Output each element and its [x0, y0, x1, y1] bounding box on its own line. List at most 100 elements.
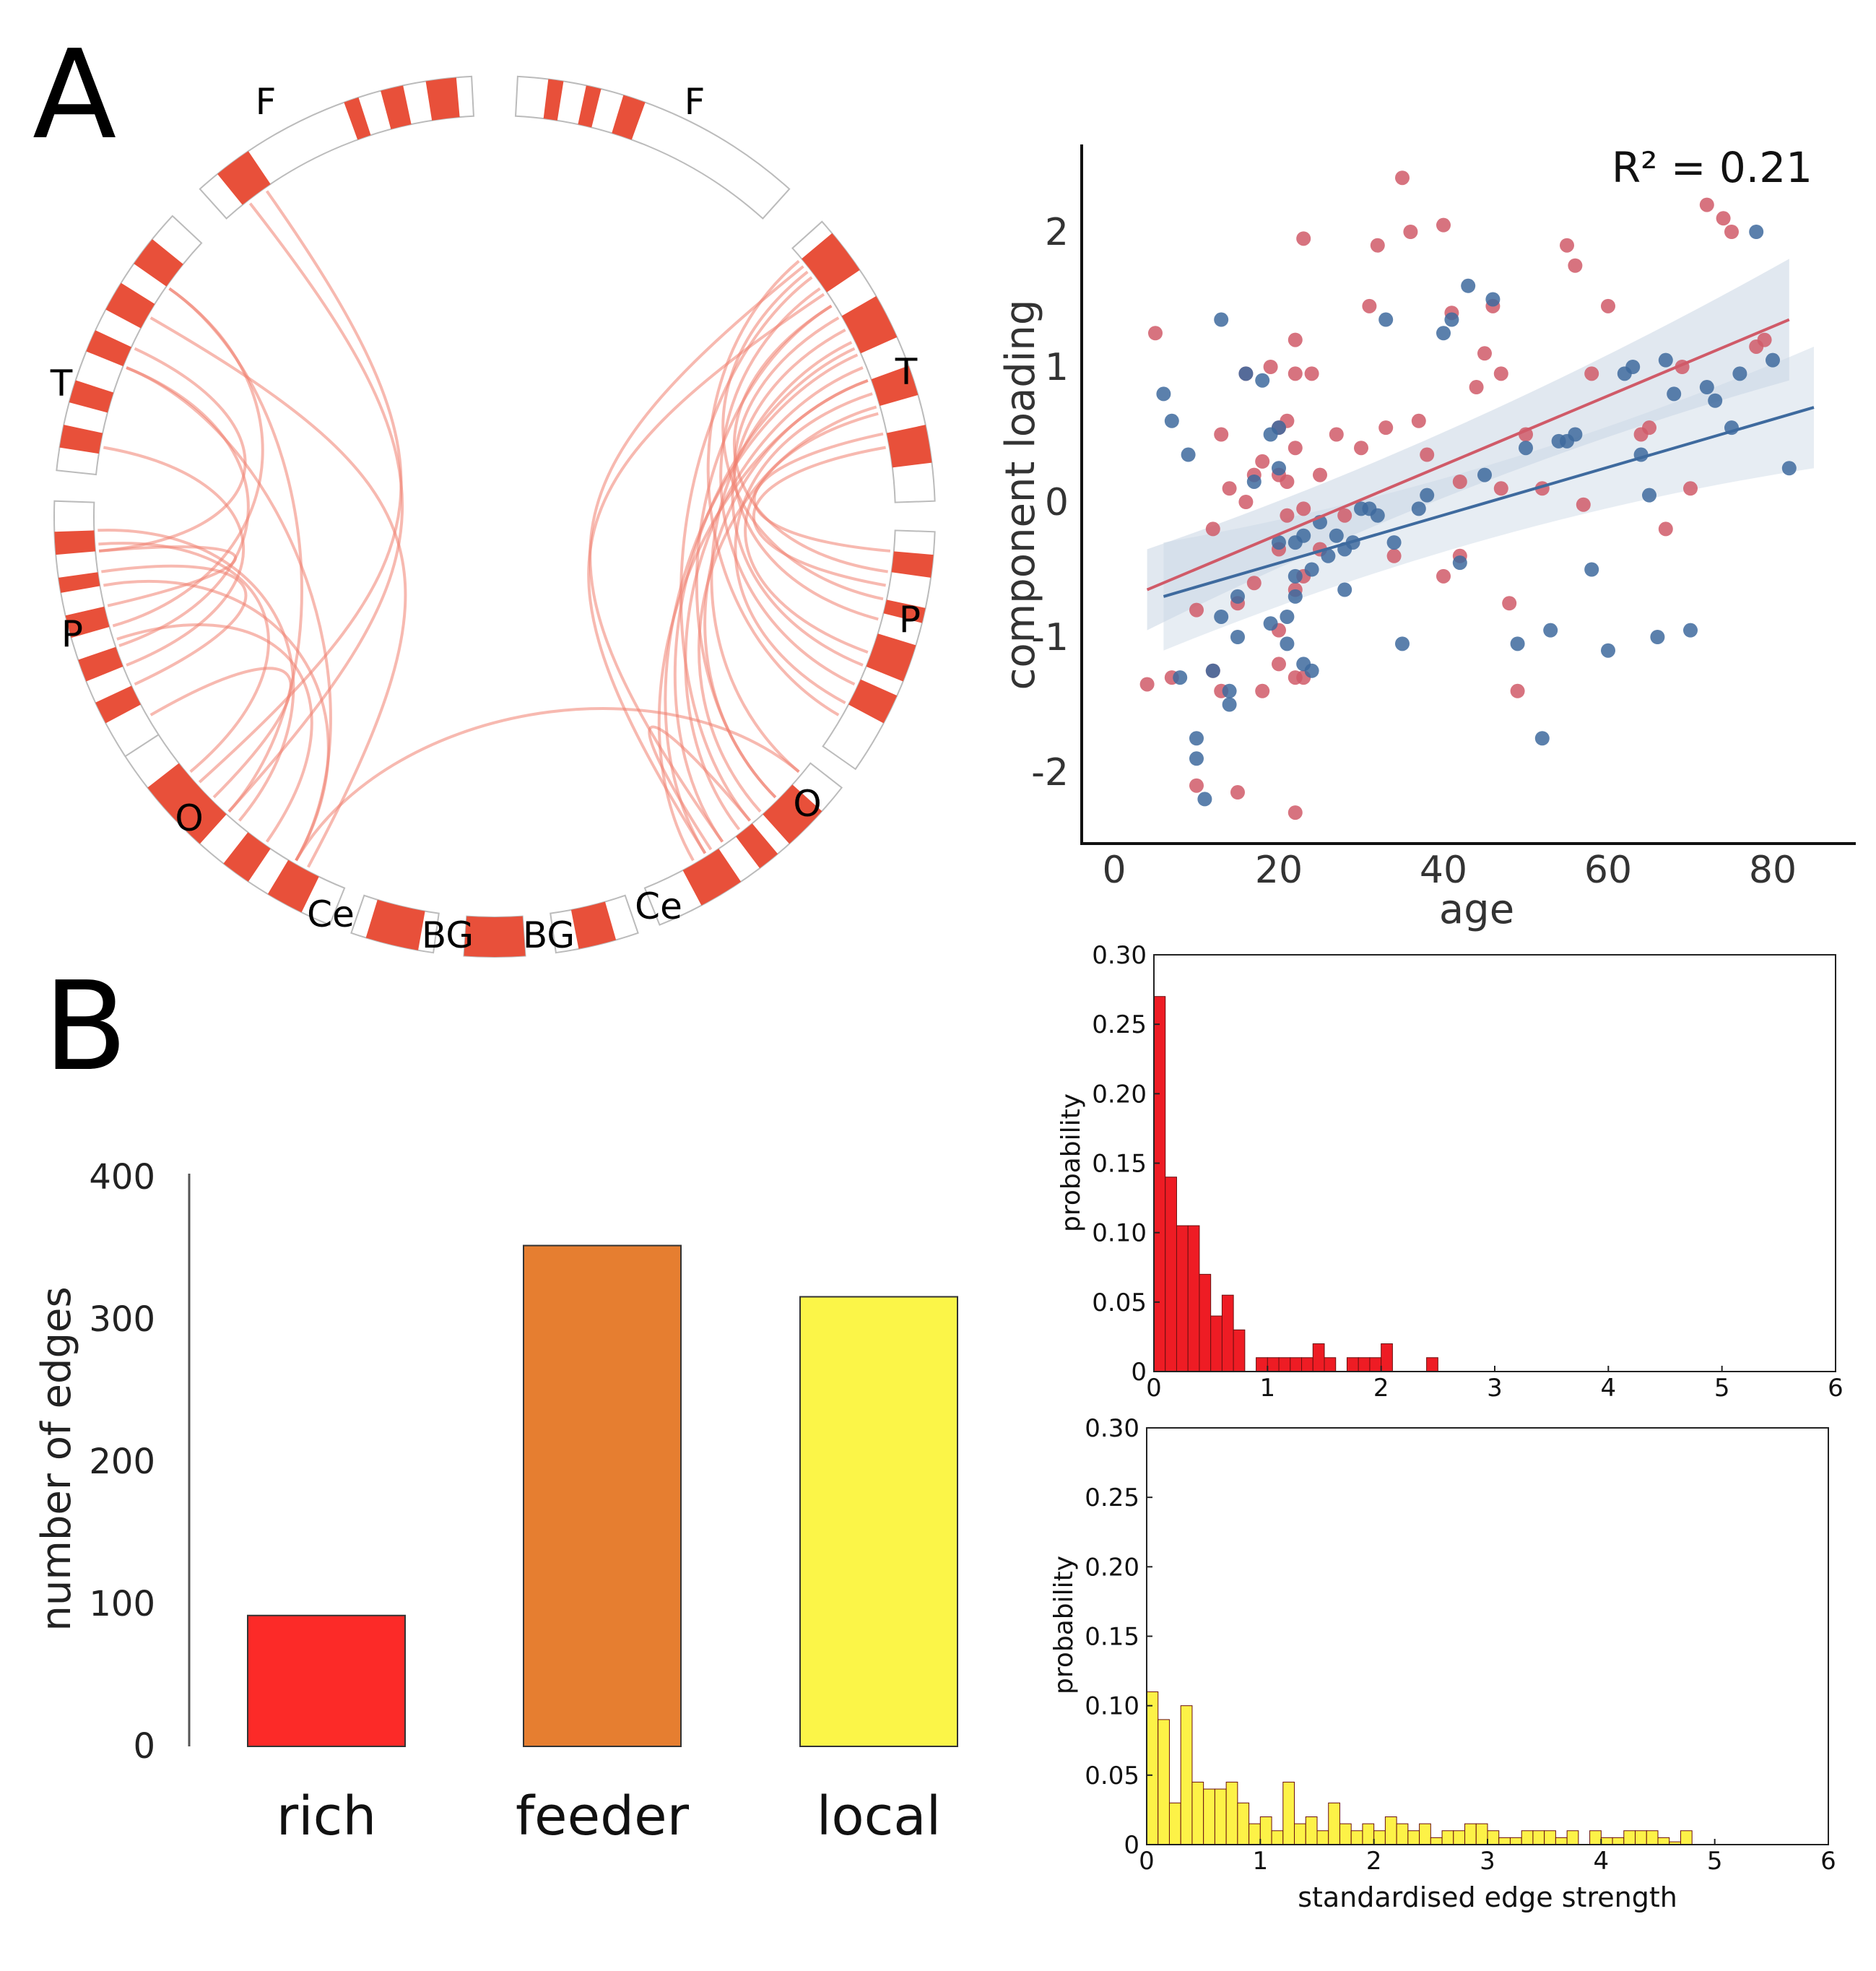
scatter-y-tick: -1: [1031, 616, 1069, 659]
label-left-cerebellum: Ce: [307, 893, 355, 935]
histogram-rich-bars: [1153, 996, 1438, 1372]
hist2-bar: [1555, 1837, 1568, 1845]
circos-link: [295, 707, 800, 862]
y-tick-label: 0.30: [1085, 1414, 1139, 1443]
blue-point: [1304, 562, 1319, 577]
hist2-bar: [1316, 1830, 1329, 1845]
circos-link: [657, 379, 869, 862]
blue-point: [1584, 562, 1599, 577]
scatter-x-label: age: [1439, 886, 1514, 933]
circos-link: [731, 329, 864, 667]
hist2-bar: [1407, 1830, 1420, 1845]
circos-band: [682, 849, 742, 906]
blue-point: [1519, 441, 1533, 456]
panel-label-a: A: [32, 24, 116, 167]
hist2-bar: [1680, 1830, 1693, 1845]
circos-link: [149, 667, 292, 799]
red-point: [1189, 602, 1204, 618]
blue-fit-line: [1163, 406, 1815, 598]
blue-point: [1321, 548, 1336, 563]
red-point: [1238, 495, 1254, 509]
hist2-bar: [1214, 1788, 1227, 1845]
blue-point: [1534, 731, 1550, 746]
hist2-bar: [1475, 1823, 1488, 1845]
confidence-band-blue: [1163, 346, 1814, 651]
red-point: [1296, 231, 1311, 246]
scatter-x-ticks: 0 20 40 60 80: [1102, 849, 1797, 892]
hist2-bar: [1203, 1788, 1215, 1845]
hist1-bar: [1210, 1315, 1223, 1372]
red-point: [1280, 474, 1295, 489]
blue-point: [1749, 225, 1764, 239]
red-point: [1370, 238, 1385, 253]
hist2-bar: [1249, 1823, 1261, 1845]
x-tick-label: 4: [1594, 1847, 1610, 1876]
hist2-bar: [1328, 1802, 1340, 1845]
x-tick-label: 5: [1714, 1374, 1730, 1403]
scatter-y-tick: 0: [1045, 481, 1069, 524]
bar-category-label: feeder: [516, 1785, 690, 1847]
red-point: [1246, 576, 1261, 591]
red-point: [1378, 420, 1394, 436]
hist2-bar: [1623, 1830, 1636, 1845]
blue-point: [1642, 488, 1656, 503]
blue-point: [1510, 636, 1525, 651]
blue-point: [1296, 528, 1311, 543]
hist2-bar: [1430, 1837, 1443, 1845]
red-point: [1362, 298, 1377, 313]
hist2-bar: [1544, 1830, 1556, 1845]
y-tick-label: 0.20: [1092, 1080, 1147, 1109]
blue-point: [1436, 326, 1451, 341]
blue-point: [1329, 528, 1344, 543]
hist2-bar: [1168, 1802, 1181, 1845]
bar-y-label: number of edges: [33, 1286, 80, 1631]
hist1-bar: [1199, 1273, 1212, 1372]
histogram-rich-y-label: probability: [1056, 1093, 1086, 1232]
histogram-local-frame: [1146, 1427, 1829, 1845]
blue-point: [1230, 630, 1245, 644]
bar-feeder: [523, 1244, 682, 1748]
histogram-local-bars: [1146, 1691, 1693, 1845]
red-point: [1214, 427, 1229, 442]
hist2-bar: [1453, 1830, 1466, 1845]
blue-point: [1337, 582, 1352, 597]
circos-link: [227, 202, 404, 813]
x-tick-label: 3: [1487, 1374, 1503, 1403]
red-point: [1716, 211, 1731, 226]
histogram-local: 0 1 2 3 4 5 6 0 0.05 0.10 0.15 0.20 0.25 0.30 probab…: [1049, 1414, 1836, 1913]
red-point: [1287, 805, 1303, 820]
y-tick-label: 0: [1131, 1358, 1147, 1387]
blue-point: [1287, 568, 1303, 584]
blue-point: [1181, 447, 1196, 462]
circos-link: [698, 405, 877, 813]
blue-point: [1230, 589, 1245, 604]
blue-point: [1222, 683, 1237, 698]
circos-band: [267, 859, 319, 913]
x-tick-label: 2: [1366, 1847, 1382, 1876]
scatter-y-ticks: -2 -1 0 1 2: [1031, 211, 1069, 794]
hist2-bar: [1396, 1823, 1409, 1845]
blue-point: [1386, 535, 1402, 550]
circos-band: [543, 79, 564, 121]
circos-link: [98, 542, 270, 774]
regression-lines: [1146, 318, 1815, 598]
red-point: [1560, 238, 1574, 253]
bar-rich: [247, 1614, 406, 1748]
hist1-bar: [1381, 1343, 1393, 1372]
red-point: [1601, 298, 1615, 313]
x-tick-label: 1: [1253, 1847, 1269, 1876]
red-point: [1139, 677, 1155, 692]
bar-y-tick: 300: [89, 1299, 155, 1340]
hist2-bar: [1362, 1823, 1375, 1845]
circos-band: [848, 679, 898, 724]
blue-point: [1287, 589, 1303, 604]
red-point: [1329, 427, 1344, 442]
blue-point: [1222, 697, 1237, 712]
circos-band: [883, 599, 926, 623]
blue-point: [1304, 663, 1319, 678]
hist2-bar: [1612, 1837, 1625, 1845]
hist2-bar: [1464, 1823, 1477, 1845]
label-right-basal-ganglia: BG: [523, 914, 575, 956]
circos-band: [570, 901, 617, 949]
red-point: [1477, 346, 1492, 361]
